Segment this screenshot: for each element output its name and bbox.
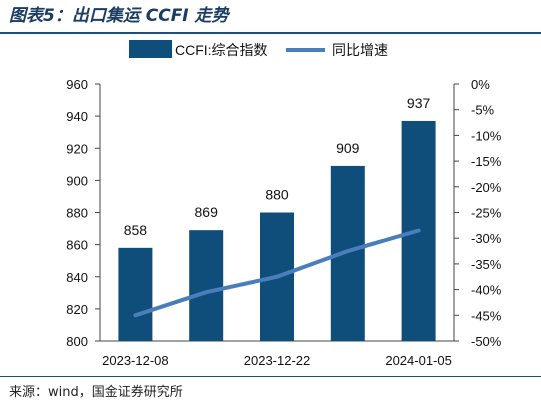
right-axis-tick-label: -40%	[471, 283, 502, 298]
left-axis-tick-label: 840	[66, 270, 88, 285]
ccfi-bar-data-label: 858	[124, 222, 148, 238]
left-axis-tick-label: 820	[66, 302, 88, 317]
legend-swatch-ccfi	[129, 40, 172, 58]
ccfi-bar	[118, 247, 153, 341]
right-axis-tick-label: -20%	[471, 180, 502, 195]
right-axis-tick-label: -10%	[471, 128, 502, 143]
source-divider	[0, 376, 541, 377]
right-axis-tick-label: -5%	[471, 103, 495, 118]
ccfi-bar-data-label: 869	[195, 204, 219, 220]
left-axis-tick-label: 800	[66, 334, 88, 349]
x-axis-tick-label: 2024-01-05	[385, 353, 452, 368]
right-axis-tick-label: -25%	[471, 206, 502, 221]
right-axis-tick-label: -15%	[471, 154, 502, 169]
right-axis-tick-label: 0%	[471, 77, 490, 92]
left-axis-tick-label: 900	[66, 173, 88, 188]
left-axis-tick-label: 880	[66, 206, 88, 221]
figure-title: 图表5：出口集运 CCFI 走势	[9, 6, 229, 26]
left-axis-tick-label: 960	[66, 77, 88, 92]
yoy-growth-line	[133, 228, 421, 318]
left-axis-tick-label: 860	[66, 238, 88, 253]
ccfi-bar	[189, 230, 224, 341]
x-axis-tick-label: 2023-12-22	[244, 353, 311, 368]
ccfi-bar-data-label: 937	[407, 95, 431, 111]
right-axis-tick-label: -45%	[471, 308, 502, 323]
x-axis-tick-label: 2023-12-08	[102, 353, 169, 368]
legend-label-yoy: 同比增速	[332, 42, 388, 58]
title-divider	[0, 32, 541, 34]
legend-label-ccfi: CCFI:综合指数	[175, 42, 268, 58]
left-axis-tick-label: 940	[66, 109, 88, 124]
figure-source: 来源：wind，国金证券研究所	[9, 385, 183, 400]
ccfi-bar-data-label: 880	[265, 187, 289, 203]
right-axis-tick-label: -35%	[471, 257, 502, 272]
ccfi-bar-data-label: 909	[336, 140, 360, 156]
left-axis-tick-label: 920	[66, 141, 88, 156]
right-axis-tick-label: -50%	[471, 334, 502, 349]
right-axis-tick-label: -30%	[471, 231, 502, 246]
